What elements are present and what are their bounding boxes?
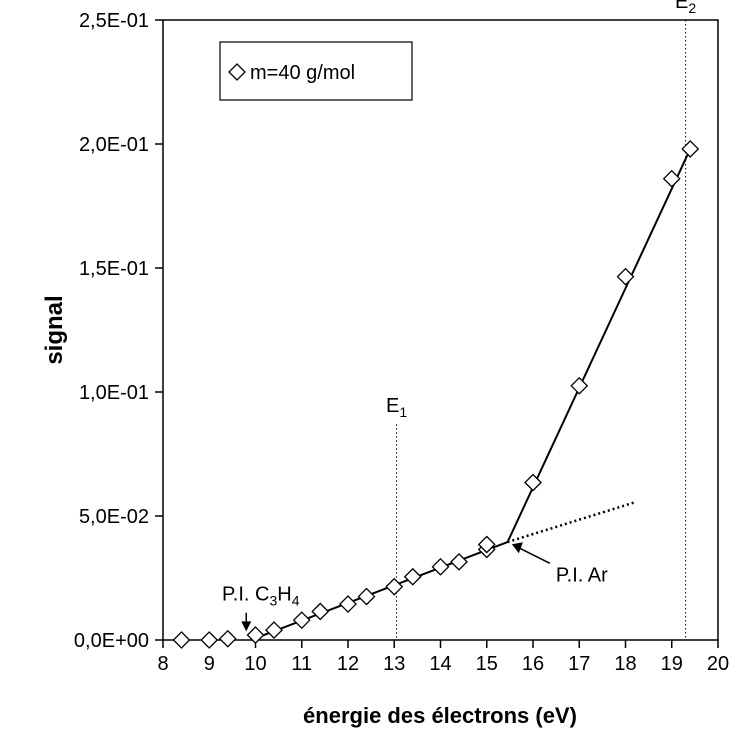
y-axis-ticks: 0,0E+00 5,0E-02 1,0E-01 1,5E-01 2,0E-01 2,5E-… xyxy=(74,10,163,652)
legend: m=40 g/mol xyxy=(219,41,413,101)
legend-box xyxy=(219,41,413,101)
data-points xyxy=(172,140,700,649)
x-tick-label: 14 xyxy=(429,653,451,675)
fit-line xyxy=(250,541,508,641)
legend-label: m=40 g/mol xyxy=(250,62,355,84)
data-point-diamond xyxy=(477,535,496,554)
reference-lines: E1 E2 xyxy=(386,0,696,640)
y-axis-title: signal xyxy=(41,295,68,364)
reference-line-label: E2 xyxy=(675,0,696,16)
arrow-head-icon xyxy=(241,621,252,632)
x-tick-label: 19 xyxy=(661,653,683,675)
data-point-diamond xyxy=(172,631,191,649)
x-tick-label: 10 xyxy=(244,653,266,675)
y-tick-label: 0,0E+00 xyxy=(74,630,149,652)
reference-line-label: E1 xyxy=(386,395,407,420)
data-point-diamond xyxy=(292,611,311,630)
y-tick-label: 5,0E-02 xyxy=(79,506,149,528)
data-point-diamond xyxy=(246,626,265,644)
data-point-diamond xyxy=(450,552,468,571)
data-point-diamond xyxy=(524,473,542,492)
data-point-diamond xyxy=(662,169,681,188)
annotation-pi-ar: P.I. Ar xyxy=(556,564,608,586)
x-tick-label: 13 xyxy=(383,653,405,675)
data-point-diamond xyxy=(311,602,330,621)
data-point-diamond xyxy=(200,631,219,649)
data-point-diamond xyxy=(385,577,404,596)
x-axis-title: énergie des électrons (eV) xyxy=(303,703,577,728)
data-point-diamond xyxy=(431,557,450,576)
arrow-shaft xyxy=(519,547,551,564)
annotation-pi-c3h4: P.I. C3H4 xyxy=(222,584,300,609)
x-tick-label: 18 xyxy=(614,653,636,675)
data-point-diamond xyxy=(357,587,376,606)
extrapolation-line xyxy=(507,501,636,544)
arrow-head-icon xyxy=(511,542,523,554)
data-point-diamond xyxy=(616,267,635,286)
fit-lines xyxy=(250,148,692,641)
x-tick-label: 8 xyxy=(157,653,168,675)
x-tick-label: 17 xyxy=(568,653,590,675)
data-point-diamond xyxy=(265,621,283,639)
y-tick-label: 2,5E-01 xyxy=(79,10,149,32)
y-tick-label: 1,5E-01 xyxy=(79,258,149,280)
plot-area xyxy=(162,19,719,641)
x-axis-ticks: 8 9 10 11 12 13 14 15 16 17 18 19 20 xyxy=(157,640,729,675)
data-point-diamond xyxy=(218,629,237,648)
legend-diamond-icon xyxy=(228,63,246,81)
data-point-diamond xyxy=(339,595,357,613)
x-tick-label: 16 xyxy=(522,653,544,675)
data-point-diamond xyxy=(681,140,700,158)
y-tick-label: 2,0E-01 xyxy=(79,134,149,156)
y-tick-label: 1,0E-01 xyxy=(79,382,149,404)
annotations: P.I. C3H4 P.I. Ar xyxy=(222,542,608,632)
x-tick-label: 11 xyxy=(291,653,312,675)
data-point-diamond xyxy=(403,567,422,586)
fit-line xyxy=(506,148,692,543)
x-tick-label: 15 xyxy=(476,653,498,675)
x-tick-label: 9 xyxy=(204,653,215,675)
data-point-diamond xyxy=(570,376,589,395)
x-tick-label: 12 xyxy=(337,653,359,675)
x-tick-label: 20 xyxy=(707,653,729,675)
